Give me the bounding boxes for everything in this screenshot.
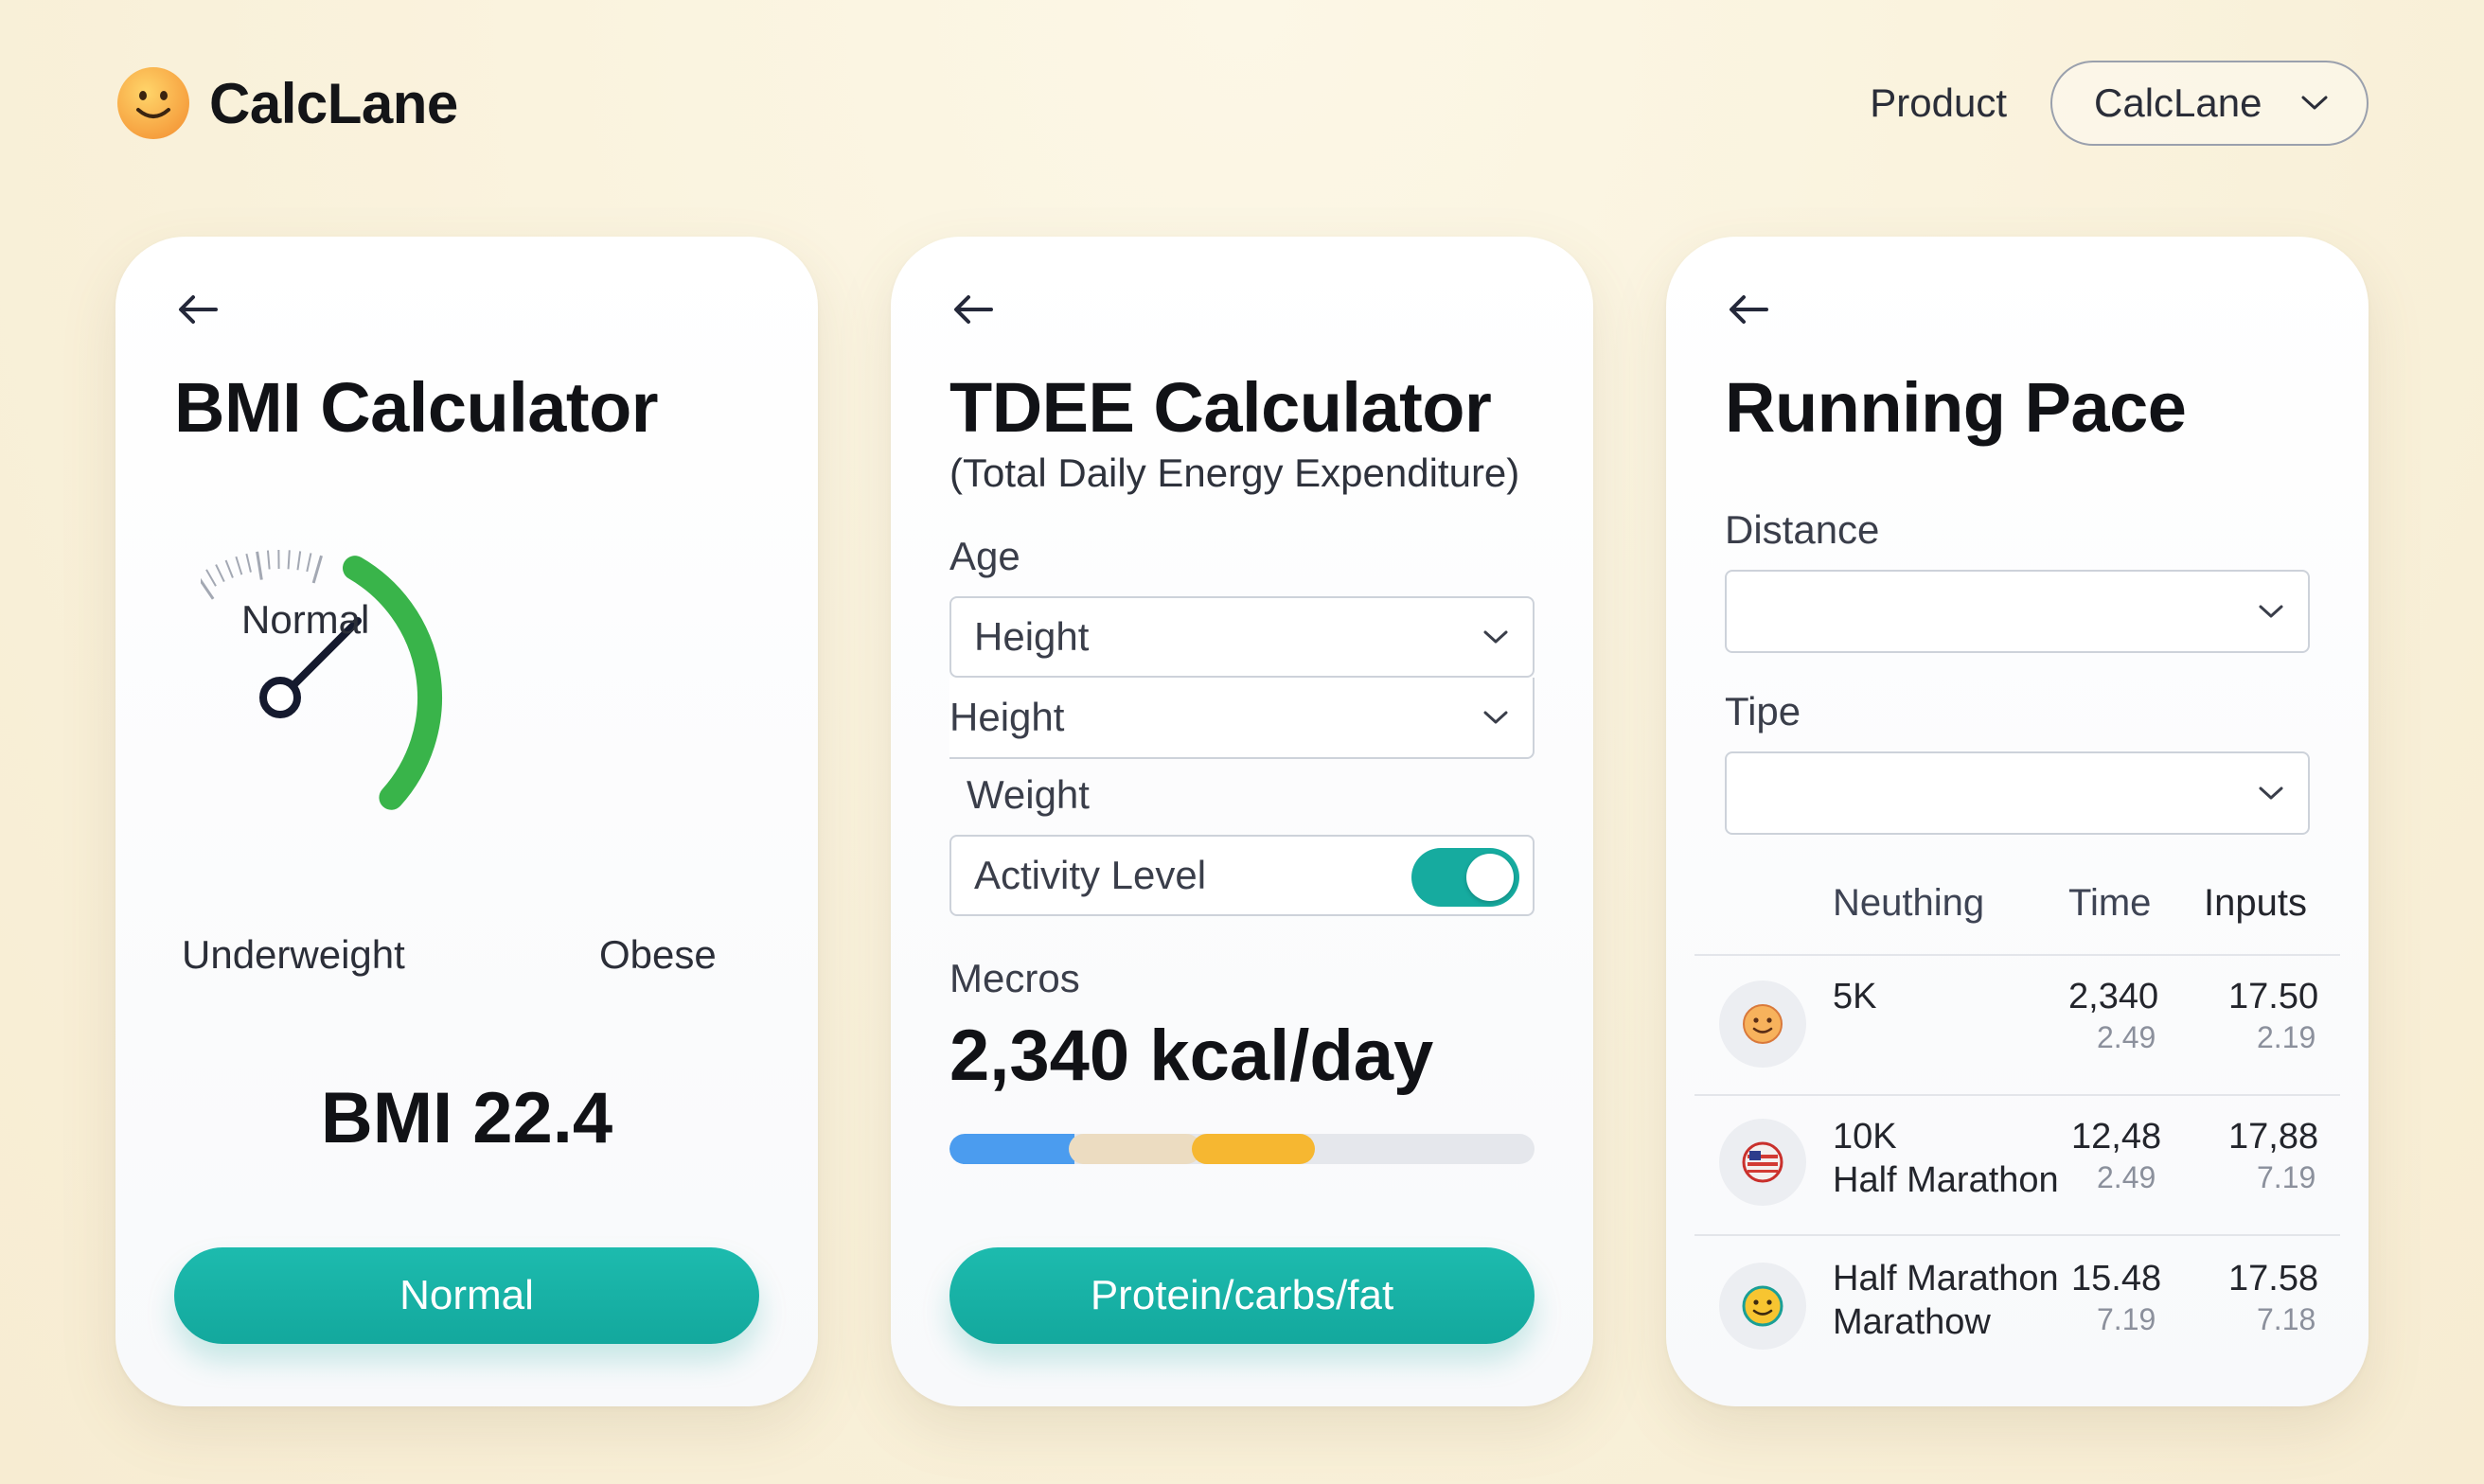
tdee-result: 2,340 kcal/day <box>949 1016 1434 1096</box>
macro-bar-carbs <box>1069 1134 1201 1164</box>
gauge-tick <box>306 553 312 573</box>
table-divider <box>1694 1234 2340 1236</box>
card-title: Running Pace <box>1725 368 2187 447</box>
weight-label: Weight <box>967 772 1090 817</box>
gauge-tick <box>266 550 271 570</box>
table-row[interactable] <box>1666 1236 2369 1378</box>
brand[interactable]: CalcLane <box>116 66 458 140</box>
table-row[interactable] <box>1666 1096 2369 1234</box>
back-arrow-icon[interactable] <box>1725 286 1772 333</box>
table-divider <box>1694 1094 2340 1096</box>
activity-level-label: Activity Level <box>974 853 1207 897</box>
height-select-secondary[interactable]: Height <box>949 678 1535 759</box>
row-time: 12,48 <box>2071 1117 2162 1157</box>
row-input: 17.58 <box>2228 1259 2319 1298</box>
age-label: Age <box>949 534 1020 578</box>
height-select-secondary-value: Height <box>949 695 1065 739</box>
bmi-calculator-card: BMI Calculator Normal Underweight Obese … <box>115 237 818 1406</box>
product-selector-label: CalcLane <box>2094 80 2262 125</box>
bmi-status-button[interactable]: Normal <box>174 1247 759 1344</box>
height-select[interactable]: Height <box>949 596 1535 678</box>
table-header-name: Neuthing <box>1833 882 1985 924</box>
card-title: BMI Calculator <box>174 368 659 447</box>
card-title: TDEE Calculator <box>949 368 1492 447</box>
row-name: 5K <box>1833 977 1877 1016</box>
chevron-down-icon <box>1483 630 1508 644</box>
bmi-status-button-label: Normal <box>399 1272 534 1318</box>
chevron-down-icon <box>2259 786 2283 800</box>
row-avatar <box>1719 1263 1806 1350</box>
gauge-left-label: Underweight <box>182 932 405 977</box>
macro-bar <box>949 1134 1535 1164</box>
gauge-tick <box>296 551 302 571</box>
row-time-sub: 2.49 <box>2097 1020 2156 1054</box>
macro-bar-fat <box>1192 1134 1315 1164</box>
gauge-center-label: Normal <box>241 597 370 642</box>
gauge-tick <box>245 553 252 573</box>
flag-icon <box>1742 1141 1783 1183</box>
row-input: 17.50 <box>2228 977 2319 1016</box>
gauge-pivot <box>259 677 301 718</box>
row-time: 15.48 <box>2071 1259 2162 1298</box>
row-name: 10K <box>1833 1117 1897 1157</box>
gauge-tick <box>235 556 243 575</box>
row-input-sub: 7.18 <box>2257 1302 2316 1336</box>
chevron-down-icon <box>2301 96 2328 110</box>
bmi-result: BMI 22.4 <box>320 1078 613 1158</box>
macros-button-label: Protein/carbs/fat <box>1090 1272 1394 1318</box>
macros-label: Mecros <box>949 956 1080 1000</box>
activity-level-field[interactable]: Activity Level <box>949 835 1535 916</box>
gauge-tick <box>256 551 263 580</box>
gauge-tick <box>215 564 225 582</box>
row-input-sub: 2.19 <box>2257 1020 2316 1054</box>
gauge-tick <box>201 577 215 600</box>
macro-bar-protein <box>949 1134 1074 1164</box>
activity-level-toggle[interactable] <box>1411 848 1519 907</box>
nav-link-product[interactable]: Product <box>1870 80 2007 125</box>
row-input: 17,88 <box>2228 1117 2319 1157</box>
time-label: Tipe <box>1725 689 1801 733</box>
time-select[interactable] <box>1725 751 2310 835</box>
top-navigation: Product CalcLane <box>1870 61 2369 146</box>
back-arrow-icon[interactable] <box>174 286 222 333</box>
table-divider <box>1694 954 2340 956</box>
chevron-down-icon <box>2259 605 2283 618</box>
tdee-calculator-card: TDEE Calculator (Total Daily Energy Expe… <box>891 237 1593 1406</box>
running-pace-card: Running Pace Distance Tipe Neuthing Time… <box>1666 237 2369 1406</box>
row-name-secondary: Marathow <box>1833 1302 1991 1342</box>
brand-name: CalcLane <box>209 71 458 135</box>
row-name: Half Marathon <box>1833 1259 2059 1298</box>
gauge-tick <box>224 559 234 578</box>
smiley-face-icon <box>1742 1285 1783 1327</box>
gauge-tick <box>311 555 323 584</box>
table-header-inputs: Inputs <box>2204 882 2307 924</box>
bmi-gauge <box>201 549 442 810</box>
gauge-green-arc <box>343 556 442 810</box>
card-subtitle: (Total Daily Energy Expenditure) <box>949 450 1520 495</box>
smiley-logo-icon <box>117 67 189 139</box>
gauge-tick <box>287 550 291 570</box>
row-avatar <box>1719 980 1806 1068</box>
toggle-knob <box>1466 854 1514 901</box>
back-arrow-icon[interactable] <box>949 286 997 333</box>
chevron-down-icon <box>1483 711 1508 724</box>
distance-select[interactable] <box>1725 570 2310 653</box>
product-selector[interactable]: CalcLane <box>2050 61 2369 146</box>
row-time-sub: 7.19 <box>2097 1302 2156 1336</box>
row-input-sub: 7.19 <box>2257 1160 2316 1194</box>
gauge-ticks <box>201 549 323 600</box>
macros-button[interactable]: Protein/carbs/fat <box>949 1247 1535 1344</box>
row-time: 2,340 <box>2068 977 2159 1016</box>
table-header-time: Time <box>2068 882 2152 924</box>
gauge-tick <box>205 569 217 587</box>
table-row[interactable] <box>1666 956 2369 1094</box>
row-avatar <box>1719 1119 1806 1206</box>
row-name-secondary: Half Marathon <box>1833 1160 2059 1200</box>
distance-label: Distance <box>1725 507 1880 552</box>
smiley-face-icon <box>1743 1004 1783 1044</box>
row-time-sub: 2.49 <box>2097 1160 2156 1194</box>
height-select-value: Height <box>974 614 1090 659</box>
gauge-right-label: Obese <box>599 932 717 977</box>
